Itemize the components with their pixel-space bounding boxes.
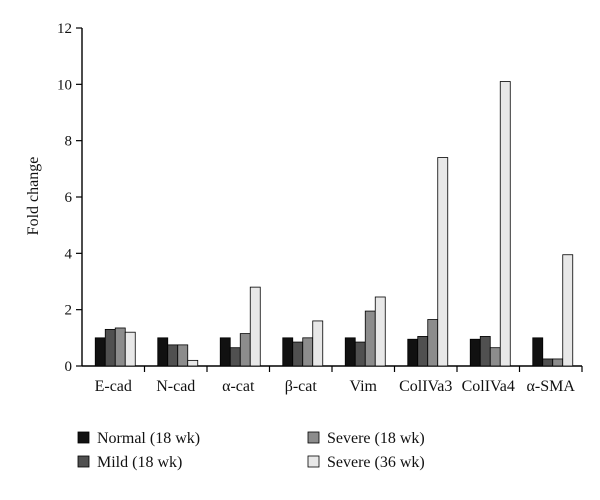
bar-Vim-Severe (18 wk) [364, 310, 376, 367]
bar-Vim-Mild (18 wk) [354, 341, 366, 367]
bar-α-SMA-Mild (18 wk) [542, 358, 554, 367]
bar-N-cad-Mild (18 wk) [167, 344, 179, 367]
bar-E-cad-Mild (18 wk) [104, 328, 116, 367]
bar-ColIVa4-Severe (18 wk) [489, 347, 501, 367]
bar-ColIVa3-Mild (18 wk) [417, 336, 429, 367]
x-tick-label: β-cat [285, 378, 318, 395]
bar-N-cad-Normal (18 wk) [157, 337, 169, 367]
x-tick-label: E-cad [95, 378, 132, 395]
legend-label: Severe (18 wk) [327, 430, 425, 447]
bar-β-cat-Normal (18 wk) [282, 337, 294, 367]
bar-Vim-Severe (36 wk) [374, 296, 386, 367]
bar-α-cat-Severe (36 wk) [249, 286, 261, 367]
legend-swatch [307, 455, 320, 468]
bar-ColIVa4-Mild (18 wk) [479, 336, 491, 367]
x-tick-label: ColIVa4 [462, 378, 515, 395]
y-ticks: 0 2 4 6 8 10 12 [57, 21, 82, 375]
bar-ColIVa4-Severe (36 wk) [499, 81, 511, 367]
bar-β-cat-Severe (18 wk) [302, 337, 314, 367]
bar-ColIVa3-Normal (18 wk) [407, 338, 419, 367]
y-tick-label: 0 [65, 359, 73, 375]
y-tick-label: 8 [65, 134, 73, 150]
bars [94, 81, 574, 367]
bar-β-cat-Severe (36 wk) [312, 320, 324, 367]
y-tick-label: 12 [57, 21, 72, 37]
x-tick-label: ColIVa3 [399, 378, 452, 395]
legend-swatch [77, 431, 90, 444]
x-tick-label: Vim [350, 378, 378, 395]
bar-E-cad-Severe (18 wk) [114, 327, 126, 367]
y-tick-label: 4 [65, 246, 73, 262]
y-axis-label: Fold change [25, 157, 42, 236]
bar-α-cat-Mild (18 wk) [229, 347, 241, 367]
y-tick-label: 10 [57, 77, 72, 93]
y-tick-label: 6 [65, 190, 73, 206]
bar-α-cat-Severe (18 wk) [239, 333, 251, 367]
bar-ColIVa3-Severe (36 wk) [437, 157, 449, 367]
x-tick-label: α-cat [222, 378, 255, 395]
bar-Vim-Normal (18 wk) [344, 337, 356, 367]
bar-α-SMA-Severe (18 wk) [552, 358, 564, 367]
y-axis-label-group: Fold change [25, 157, 42, 236]
x-tick-label: α-SMA [527, 378, 576, 395]
bar-E-cad-Severe (36 wk) [124, 331, 136, 367]
bar-ColIVa4-Normal (18 wk) [469, 338, 481, 367]
legend-label: Normal (18 wk) [97, 430, 200, 447]
legend-swatch [307, 431, 320, 444]
bar-N-cad-Severe (36 wk) [187, 359, 199, 367]
x-tick-labels: E-cad N-cad α-cat β-cat Vim ColIVa3 ColIVa4 α-S… [95, 366, 583, 395]
x-tick-label: N-cad [156, 378, 195, 395]
bar-E-cad-Normal (18 wk) [94, 337, 106, 367]
bar-α-SMA-Severe (36 wk) [562, 254, 574, 367]
legend-label: Severe (36 wk) [327, 454, 425, 471]
legend-swatch [77, 455, 90, 468]
bar-N-cad-Severe (18 wk) [177, 344, 189, 367]
bar-α-cat-Normal (18 wk) [219, 337, 231, 367]
bar-α-SMA-Normal (18 wk) [532, 337, 544, 367]
y-tick-label: 2 [65, 303, 73, 319]
bar-β-cat-Mild (18 wk) [292, 341, 304, 367]
legend: Normal (18 wk) Mild (18 wk) Severe (18 wk)… [77, 430, 425, 471]
bar-ColIVa3-Severe (18 wk) [427, 319, 439, 367]
legend-label: Mild (18 wk) [97, 454, 182, 471]
